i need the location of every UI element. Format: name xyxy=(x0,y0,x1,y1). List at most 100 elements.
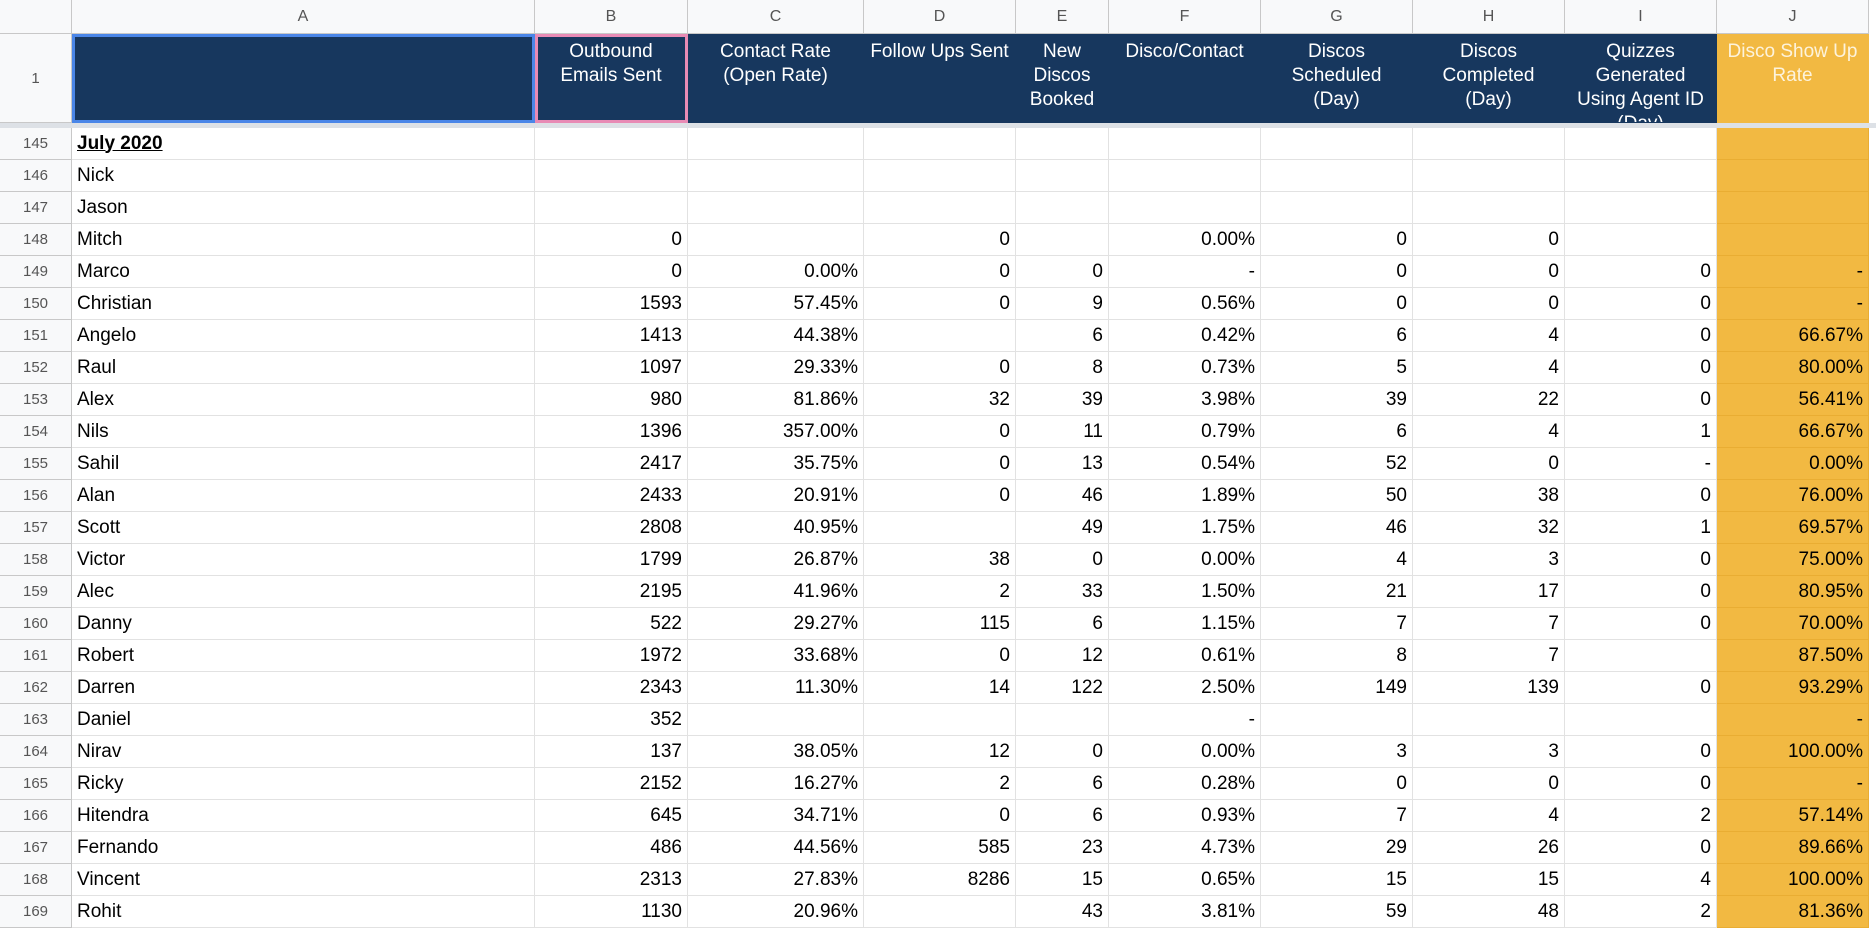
cell[interactable]: 32 xyxy=(1413,512,1565,544)
cell[interactable] xyxy=(1717,160,1869,192)
cell[interactable]: 38 xyxy=(1413,480,1565,512)
cell[interactable]: 0 xyxy=(1261,288,1413,320)
cell[interactable]: 29.33% xyxy=(688,352,864,384)
cell[interactable]: 12 xyxy=(864,736,1016,768)
cell[interactable]: 6 xyxy=(1016,320,1109,352)
cell[interactable]: 0 xyxy=(1016,736,1109,768)
cell[interactable]: 0.73% xyxy=(1109,352,1261,384)
row-number[interactable]: 147 xyxy=(0,192,72,224)
cell[interactable]: 6 xyxy=(1261,416,1413,448)
cell[interactable]: 76.00% xyxy=(1717,480,1869,512)
cell[interactable]: 486 xyxy=(535,832,688,864)
cell[interactable]: 0.00% xyxy=(688,256,864,288)
cell[interactable]: 38.05% xyxy=(688,736,864,768)
cell[interactable] xyxy=(535,192,688,224)
cell[interactable]: 2808 xyxy=(535,512,688,544)
cell[interactable]: 0.00% xyxy=(1717,448,1869,480)
cell[interactable]: 0 xyxy=(1565,832,1717,864)
cell[interactable] xyxy=(1261,704,1413,736)
cell[interactable]: 0 xyxy=(1413,768,1565,800)
cell[interactable]: Sahil xyxy=(72,448,535,480)
cell[interactable]: 7 xyxy=(1413,640,1565,672)
cell[interactable]: 1 xyxy=(1565,512,1717,544)
cell[interactable]: 2 xyxy=(864,576,1016,608)
cell[interactable]: 137 xyxy=(535,736,688,768)
cell[interactable]: 14 xyxy=(864,672,1016,704)
cell[interactable]: 0.42% xyxy=(1109,320,1261,352)
cell[interactable]: 27.83% xyxy=(688,864,864,896)
cell[interactable] xyxy=(1261,160,1413,192)
cell[interactable]: 4 xyxy=(1413,416,1565,448)
cell[interactable]: 0.93% xyxy=(1109,800,1261,832)
cell[interactable] xyxy=(535,160,688,192)
cell[interactable]: 4 xyxy=(1261,544,1413,576)
cell[interactable]: 39 xyxy=(1261,384,1413,416)
cell[interactable]: Vincent xyxy=(72,864,535,896)
cell[interactable]: Robert xyxy=(72,640,535,672)
cell[interactable] xyxy=(1016,160,1109,192)
cell[interactable]: 48 xyxy=(1413,896,1565,928)
cell[interactable]: 8286 xyxy=(864,864,1016,896)
cell[interactable] xyxy=(1565,704,1717,736)
cell[interactable] xyxy=(688,192,864,224)
cell[interactable]: 81.86% xyxy=(688,384,864,416)
cell[interactable]: 0 xyxy=(1016,544,1109,576)
cell[interactable]: 585 xyxy=(864,832,1016,864)
cell[interactable] xyxy=(864,128,1016,160)
cell[interactable]: 0 xyxy=(1261,768,1413,800)
cell[interactable] xyxy=(1261,128,1413,160)
cell[interactable]: 0.00% xyxy=(1109,544,1261,576)
cell[interactable]: 6 xyxy=(1261,320,1413,352)
cell[interactable] xyxy=(1717,128,1869,160)
column-header[interactable]: J xyxy=(1717,0,1869,34)
cell[interactable]: 34.71% xyxy=(688,800,864,832)
cell[interactable]: 0.61% xyxy=(1109,640,1261,672)
header-cell[interactable]: Discos Scheduled (Day) xyxy=(1261,34,1413,123)
cell[interactable]: 0 xyxy=(864,640,1016,672)
cell[interactable]: 0 xyxy=(1413,224,1565,256)
row-number[interactable]: 168 xyxy=(0,864,72,896)
cell[interactable]: 0.79% xyxy=(1109,416,1261,448)
header-cell[interactable]: New Discos Booked xyxy=(1016,34,1109,123)
cell[interactable]: 17 xyxy=(1413,576,1565,608)
cell[interactable]: 3 xyxy=(1261,736,1413,768)
cell[interactable] xyxy=(1109,192,1261,224)
cell[interactable]: 1.75% xyxy=(1109,512,1261,544)
row-number[interactable]: 169 xyxy=(0,896,72,928)
header-cell[interactable]: Contact Rate (Open Rate) xyxy=(688,34,864,123)
cell[interactable]: 8 xyxy=(1261,640,1413,672)
cell[interactable]: 66.67% xyxy=(1717,320,1869,352)
cell[interactable]: - xyxy=(1717,256,1869,288)
row-number[interactable]: 167 xyxy=(0,832,72,864)
column-header[interactable]: E xyxy=(1016,0,1109,34)
cell[interactable] xyxy=(688,224,864,256)
cell[interactable]: Raul xyxy=(72,352,535,384)
cell[interactable] xyxy=(1109,128,1261,160)
header-cell[interactable]: Outbound Emails Sent xyxy=(535,34,688,123)
header-cell[interactable]: Discos Completed (Day) xyxy=(1413,34,1565,123)
cell[interactable] xyxy=(1016,704,1109,736)
cell[interactable]: 2 xyxy=(864,768,1016,800)
cell[interactable]: 29 xyxy=(1261,832,1413,864)
cell[interactable]: 122 xyxy=(1016,672,1109,704)
cell[interactable]: 1130 xyxy=(535,896,688,928)
cell[interactable]: 3.81% xyxy=(1109,896,1261,928)
cell[interactable]: 33.68% xyxy=(688,640,864,672)
cell[interactable]: 0 xyxy=(864,256,1016,288)
row-number[interactable]: 158 xyxy=(0,544,72,576)
cell[interactable]: 0 xyxy=(1565,544,1717,576)
cell[interactable]: 2195 xyxy=(535,576,688,608)
cell[interactable]: - xyxy=(1717,768,1869,800)
cell[interactable]: Hitendra xyxy=(72,800,535,832)
column-header[interactable]: C xyxy=(688,0,864,34)
cell[interactable]: 50 xyxy=(1261,480,1413,512)
cell[interactable]: 4 xyxy=(1413,320,1565,352)
cell[interactable]: Jason xyxy=(72,192,535,224)
cell[interactable] xyxy=(1413,704,1565,736)
cell[interactable]: 23 xyxy=(1016,832,1109,864)
cell[interactable]: July 2020 xyxy=(72,128,535,160)
header-cell[interactable] xyxy=(72,34,535,123)
cell[interactable]: Danny xyxy=(72,608,535,640)
cell[interactable]: Alan xyxy=(72,480,535,512)
cell[interactable]: 0 xyxy=(1016,256,1109,288)
